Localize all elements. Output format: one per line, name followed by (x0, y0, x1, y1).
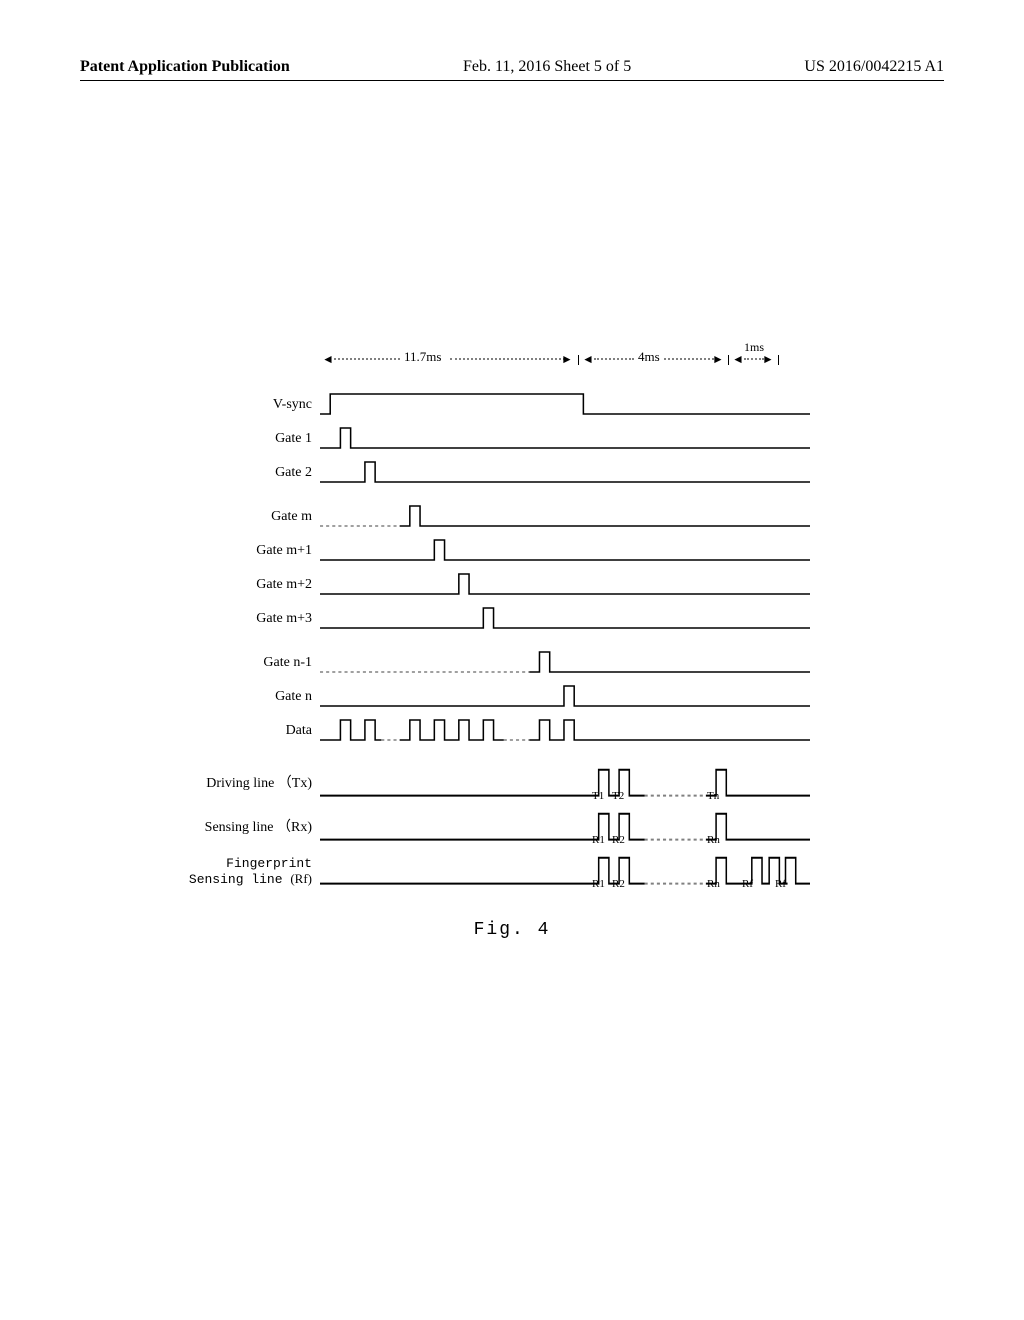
timing-line-3 (744, 358, 764, 360)
sublabel: R2 (612, 878, 625, 890)
signal-row-vsync: V-sync (170, 388, 810, 422)
sublabel: T2 (612, 790, 624, 802)
signal-waveform: R1 R2 Rn Rf Rf (320, 850, 810, 894)
signal-row-gatem1: Gate m+1 (170, 534, 810, 568)
signal-waveform (320, 422, 810, 456)
signal-label: FingerprintSensing line (Rf) (170, 857, 320, 887)
signal-row-gatem2: Gate m+2 (170, 568, 810, 602)
signal-row-rf: FingerprintSensing line (Rf) R1 R2 Rn Rf Rf (170, 850, 810, 894)
sublabel: R1 (592, 878, 605, 890)
header-date-sheet: Feb. 11, 2016 Sheet 5 of 5 (463, 58, 631, 76)
signal-label: Data (170, 723, 320, 738)
signal-label: Gate n-1 (170, 655, 320, 670)
signal-waveform (320, 680, 810, 714)
signal-row-gaten: Gate n (170, 680, 810, 714)
header-patent-number: US 2016/0042215 A1 (804, 58, 944, 76)
timing-label-3: 1ms (744, 340, 764, 355)
signal-row-gaten1: Gate n-1 (170, 646, 810, 680)
arrow-right-icon: ► (762, 352, 772, 366)
header-publication: Patent Application Publication (80, 58, 290, 76)
sublabel: Rf (775, 878, 786, 890)
timing-tick-2 (728, 355, 729, 365)
timing-line-1a (334, 358, 400, 360)
figure-caption: Fig. 4 (0, 920, 1024, 940)
signal-waveform (320, 534, 810, 568)
timing-diagram: ◄ 11.7ms ► ◄ 4ms ► ◄ 1ms ► V-sync Gate 1 G… (170, 340, 810, 894)
signal-label: Gate n (170, 689, 320, 704)
timing-line-2a (594, 358, 634, 360)
signal-row-rx: Sensing line （Rx) R1 R2 Rn (170, 806, 810, 850)
sublabel: Rn (707, 834, 720, 846)
signal-row-gatem: Gate m (170, 500, 810, 534)
arrow-left-icon: ◄ (582, 352, 592, 366)
sublabel: Tn (707, 790, 719, 802)
timing-annotations: ◄ 11.7ms ► ◄ 4ms ► ◄ 1ms ► (170, 340, 810, 380)
timing-tick-3 (778, 355, 779, 365)
arrow-left-icon: ◄ (732, 352, 742, 366)
sublabel: R2 (612, 834, 625, 846)
signal-row-gatem3: Gate m+3 (170, 602, 810, 636)
signal-waveform (320, 568, 810, 602)
signal-row-gate1: Gate 1 (170, 422, 810, 456)
signal-waveform (320, 714, 810, 748)
arrow-left-icon: ◄ (322, 352, 332, 366)
sublabel: Rf (742, 878, 753, 890)
sublabel: Rn (707, 878, 720, 890)
signal-label: Gate 1 (170, 431, 320, 446)
signal-waveform (320, 500, 810, 534)
signal-label: Gate m+2 (170, 577, 320, 592)
timing-line-1b (450, 358, 565, 360)
signal-label: V-sync (170, 397, 320, 412)
header-divider (80, 80, 944, 81)
signal-label: Gate 2 (170, 465, 320, 480)
arrow-right-icon: ► (712, 352, 722, 366)
signal-waveform (320, 388, 810, 422)
timing-line-2b (664, 358, 714, 360)
signal-label: Gate m+1 (170, 543, 320, 558)
signal-label: Gate m (170, 509, 320, 524)
timing-tick-1 (578, 355, 579, 365)
signal-row-data: Data (170, 714, 810, 748)
signal-label: Gate m+3 (170, 611, 320, 626)
signal-label: Driving line （Tx) (170, 776, 320, 791)
signal-row-tx: Driving line （Tx) T1 T2 Tn (170, 762, 810, 806)
arrow-right-icon: ► (561, 352, 571, 366)
signal-waveform: R1 R2 Rn (320, 806, 810, 850)
signal-waveform (320, 646, 810, 680)
timing-label-2: 4ms (638, 349, 660, 365)
sublabel: R1 (592, 834, 605, 846)
signal-waveform (320, 456, 810, 490)
signal-waveform: T1 T2 Tn (320, 762, 810, 806)
sublabel: T1 (592, 790, 604, 802)
timing-label-1: 11.7ms (404, 349, 441, 365)
signal-row-gate2: Gate 2 (170, 456, 810, 490)
signal-label: Sensing line （Rx) (170, 820, 320, 835)
signal-waveform (320, 602, 810, 636)
